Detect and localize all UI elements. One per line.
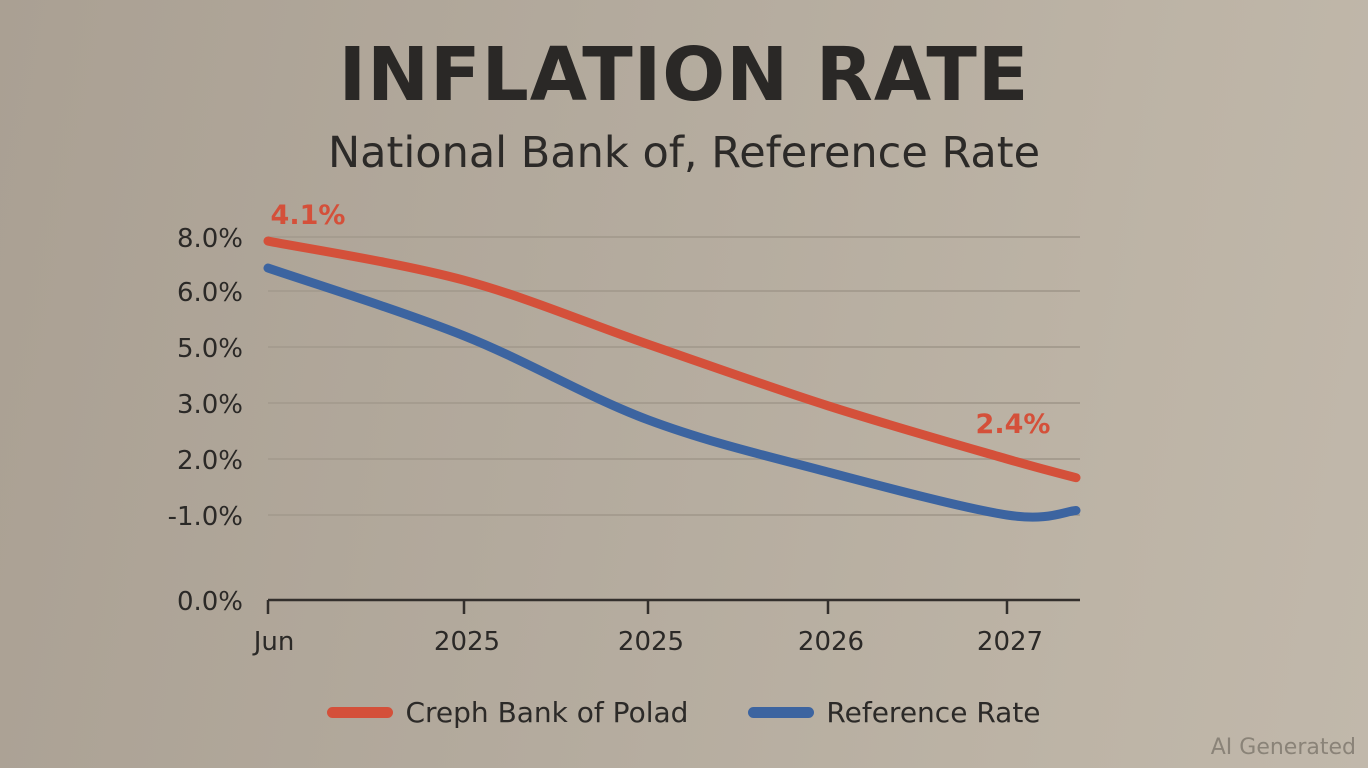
x-tick-label: 2026 xyxy=(798,627,864,657)
x-axis-ticks: Jun 2025 2025 2026 2027 xyxy=(252,600,1043,657)
data-label: 4.1% xyxy=(271,200,346,231)
y-tick-label: 3.0% xyxy=(177,390,243,420)
series-lines xyxy=(263,236,1081,522)
series-line-creph-bank xyxy=(263,236,1081,483)
y-tick-label: 2.0% xyxy=(177,446,243,476)
chart-title: INFLATION RATE xyxy=(338,32,1030,118)
y-tick-label: 0.0% xyxy=(177,587,243,617)
y-tick-label: 5.0% xyxy=(177,334,243,364)
y-axis-ticks: 8.0% 6.0% 5.0% 3.0% 2.0% -1.0% 0.0% xyxy=(168,224,243,617)
y-tick-label: 6.0% xyxy=(177,278,243,308)
x-tick-label: Jun xyxy=(252,627,295,657)
x-tick-label: 2025 xyxy=(618,627,684,657)
annotations: 4.1% 2.4% xyxy=(271,200,1051,440)
legend: Creph Bank of Polad Reference Rate xyxy=(0,696,1368,729)
legend-swatch-blue xyxy=(748,707,815,718)
legend-item-creph-bank[interactable]: Creph Bank of Polad xyxy=(327,696,688,729)
legend-label: Reference Rate xyxy=(826,696,1041,729)
gridlines xyxy=(268,236,1080,516)
y-tick-label: -1.0% xyxy=(168,502,243,532)
x-tick-label: 2027 xyxy=(977,627,1043,657)
watermark: AI Generated xyxy=(1210,735,1356,760)
data-label: 2.4% xyxy=(976,409,1051,440)
y-tick-label: 8.0% xyxy=(177,224,243,254)
chart-subtitle: National Bank of, Reference Rate xyxy=(327,128,1041,178)
legend-swatch-red xyxy=(327,707,394,718)
legend-label: Creph Bank of Polad xyxy=(405,696,689,729)
series-line-reference-rate xyxy=(263,263,1081,522)
legend-item-reference-rate[interactable]: Reference Rate xyxy=(748,696,1041,729)
x-tick-label: 2025 xyxy=(434,627,500,657)
